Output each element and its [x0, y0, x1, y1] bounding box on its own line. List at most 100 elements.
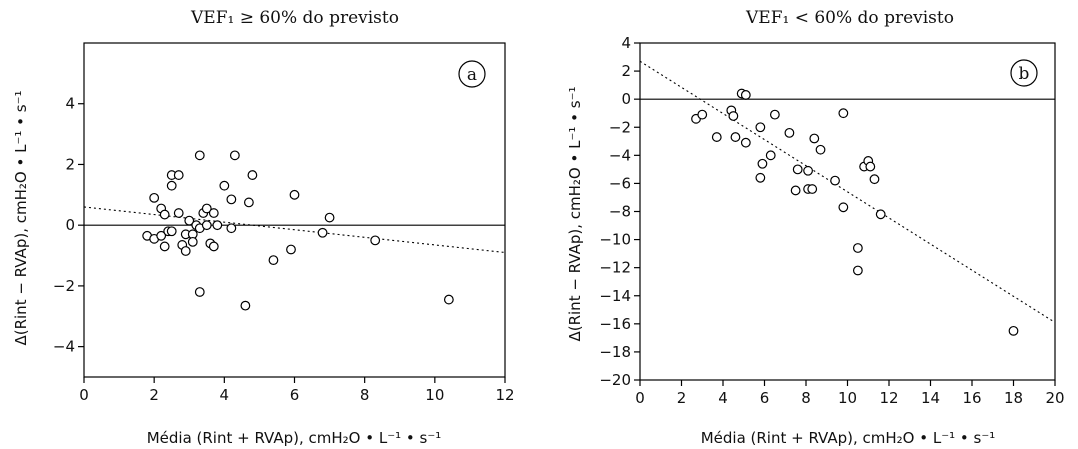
data-point [213, 221, 222, 230]
panel-b-label: b [1019, 64, 1030, 84]
x-tick-label: 18 [1004, 389, 1023, 407]
data-point [758, 159, 767, 168]
y-tick-label: 2 [621, 62, 631, 80]
data-point [742, 138, 751, 147]
data-point [793, 165, 802, 174]
y-tick-label: −4 [609, 146, 631, 164]
data-point [731, 133, 740, 142]
data-point [287, 245, 296, 254]
data-point [181, 247, 190, 256]
x-tick-label: 0 [79, 386, 89, 404]
x-tick-label: 14 [921, 389, 940, 407]
data-point [810, 134, 819, 143]
data-point [854, 266, 863, 275]
data-point [756, 123, 765, 132]
panel-a-y-ticks: −4−2024 [53, 95, 84, 356]
data-point [839, 109, 848, 118]
data-point [839, 203, 848, 212]
data-point [188, 238, 197, 247]
data-point [167, 227, 176, 236]
data-point [167, 181, 176, 190]
data-point [371, 236, 380, 245]
panel-a-regression-line [84, 207, 505, 253]
data-point [245, 198, 254, 207]
y-tick-label: −20 [599, 371, 631, 389]
panel-b-regression-line [640, 61, 1055, 322]
y-tick-label: −2 [53, 277, 75, 295]
data-point [174, 171, 183, 180]
y-tick-label: 4 [65, 95, 75, 113]
panel-b-plot-frame [640, 43, 1055, 380]
data-point [160, 210, 169, 219]
x-tick-label: 8 [360, 386, 370, 404]
panel-b-x-ticks: 0 2 4 6 8 10 12 14 16 18 20 [635, 380, 1064, 407]
data-point [210, 209, 219, 218]
data-point [227, 224, 236, 233]
x-tick-label: 16 [962, 389, 981, 407]
panel-b: VEF₁ < 60% do previsto −20−18−16−14−12−1… [566, 8, 1065, 447]
x-tick-label: 4 [220, 386, 230, 404]
data-point [195, 151, 204, 160]
panel-b-y-axis-label: Δ(Rint − RVAp), cmH₂O • L⁻¹ • s⁻¹ [566, 86, 584, 341]
panel-a-title: VEF₁ ≥ 60% do previsto [190, 8, 399, 28]
y-tick-label: −2 [609, 118, 631, 136]
data-point [804, 166, 813, 175]
data-point [1009, 327, 1018, 336]
data-point [854, 244, 863, 253]
panel-a-x-ticks: 0 2 4 6 8 10 12 [79, 377, 514, 404]
data-point [870, 175, 879, 184]
data-point [876, 210, 885, 219]
x-tick-label: 12 [495, 386, 514, 404]
data-point [227, 195, 236, 204]
data-point [771, 110, 780, 119]
data-point [220, 181, 229, 190]
y-tick-label: 0 [65, 216, 75, 234]
x-tick-label: 2 [149, 386, 159, 404]
panel-a-plot-frame [84, 43, 505, 377]
x-tick-label: 0 [635, 389, 645, 407]
panel-b-x-axis-label: Média (Rint + RVAp), cmH₂O • L⁻¹ • s⁻¹ [701, 429, 996, 447]
data-point [831, 176, 840, 185]
data-point [742, 91, 751, 100]
x-tick-label: 20 [1045, 389, 1064, 407]
x-tick-label: 6 [290, 386, 300, 404]
data-point [210, 242, 219, 251]
data-point [241, 301, 250, 310]
data-point [231, 151, 240, 160]
panel-a: VEF₁ ≥ 60% do previsto −4 −2 0 2 4 0 2 4 6 8 10 12… [12, 8, 515, 447]
data-point [202, 221, 211, 230]
panel-a-x-axis-label: Média (Rint + RVAp), cmH₂O • L⁻¹ • s⁻¹ [147, 429, 442, 447]
x-tick-label: 8 [801, 389, 811, 407]
panel-b-points [692, 89, 1018, 335]
data-point [712, 133, 721, 142]
data-point [269, 256, 278, 265]
panel-a-label: a [467, 65, 477, 85]
data-point [174, 209, 183, 218]
data-point [290, 191, 299, 200]
panel-a-y-axis-label: Δ(Rint − RVAp), cmH₂O • L⁻¹ • s⁻¹ [12, 90, 30, 345]
data-point [785, 129, 794, 138]
data-point [866, 162, 875, 171]
x-tick-label: 10 [425, 386, 444, 404]
data-point [445, 295, 454, 304]
data-point [325, 213, 334, 222]
x-tick-label: 6 [760, 389, 770, 407]
panel-b-y-ticks: −20−18−16−14−12−10−8−6−4−2024 [599, 34, 640, 389]
data-point [150, 194, 159, 203]
y-tick-label: −6 [609, 174, 631, 192]
data-point [248, 171, 257, 180]
x-tick-label: 4 [718, 389, 728, 407]
data-point [808, 185, 817, 194]
data-point [318, 228, 327, 237]
data-point [766, 151, 775, 160]
data-point [791, 186, 800, 195]
data-point [698, 110, 707, 119]
data-point [729, 112, 738, 121]
y-tick-label: −10 [599, 231, 631, 249]
y-tick-label: −14 [599, 287, 631, 305]
y-tick-label: 0 [621, 90, 631, 108]
y-tick-label: 2 [65, 155, 75, 173]
x-tick-label: 12 [879, 389, 898, 407]
data-point [756, 174, 765, 183]
